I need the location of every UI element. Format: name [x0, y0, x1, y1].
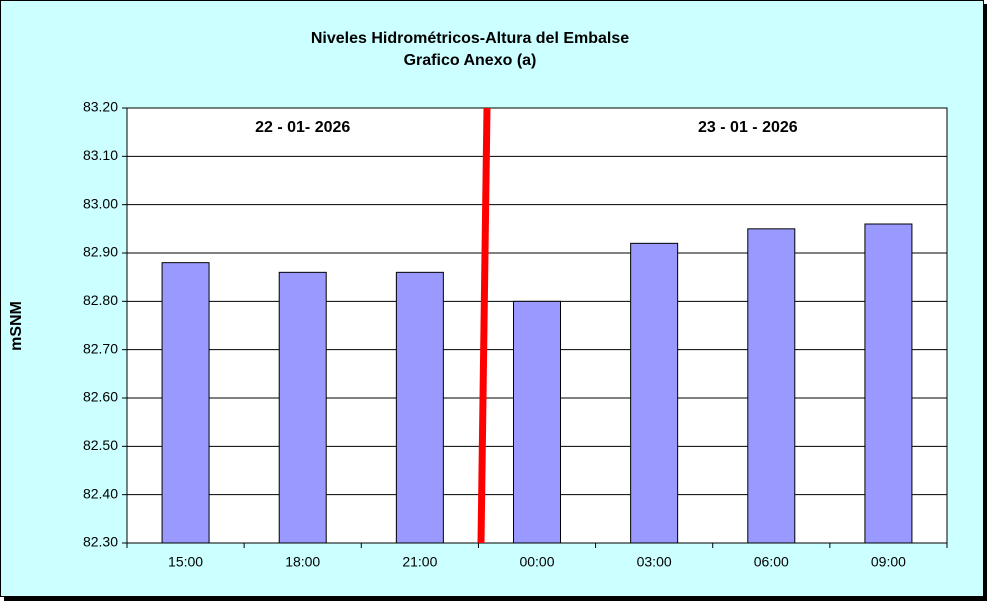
bar [161, 262, 210, 544]
x-tick-label: 00:00 [519, 554, 554, 570]
y-tick-label: 82.60 [83, 389, 118, 405]
y-tick-label: 82.50 [83, 437, 118, 453]
x-tick-label: 03:00 [637, 554, 672, 570]
x-tick-label: 09:00 [871, 554, 906, 570]
bar [395, 271, 444, 544]
y-tick-label: 82.70 [83, 340, 118, 356]
annotation: 22 - 01- 2026 [255, 119, 350, 136]
y-tick-label: 83.10 [83, 147, 118, 163]
y-axis-label: mSNM [8, 301, 25, 351]
date-separator [477, 107, 491, 544]
y-tick-label: 82.30 [83, 534, 118, 550]
bar [630, 242, 679, 544]
x-tick-label: 18:00 [285, 554, 320, 570]
x-tick-label: 21:00 [402, 554, 437, 570]
bar [513, 300, 561, 544]
y-tick-label: 82.80 [83, 292, 118, 308]
bar [747, 228, 796, 544]
bar [278, 271, 327, 544]
y-tick-label: 83.00 [83, 195, 118, 211]
y-tick-label: 83.20 [83, 99, 118, 115]
chart-subtitle: Grafico Anexo (a) [404, 52, 537, 69]
annotation: 23 - 01 - 2026 [698, 119, 798, 136]
x-tick-label: 15:00 [168, 554, 203, 570]
x-tick-label: 06:00 [754, 554, 789, 570]
y-tick-label: 82.40 [83, 485, 118, 501]
y-tick-label: 82.90 [83, 244, 118, 260]
chart-title: Niveles Hidrométricos-Altura del Embalse [311, 30, 629, 47]
bar [864, 223, 913, 544]
